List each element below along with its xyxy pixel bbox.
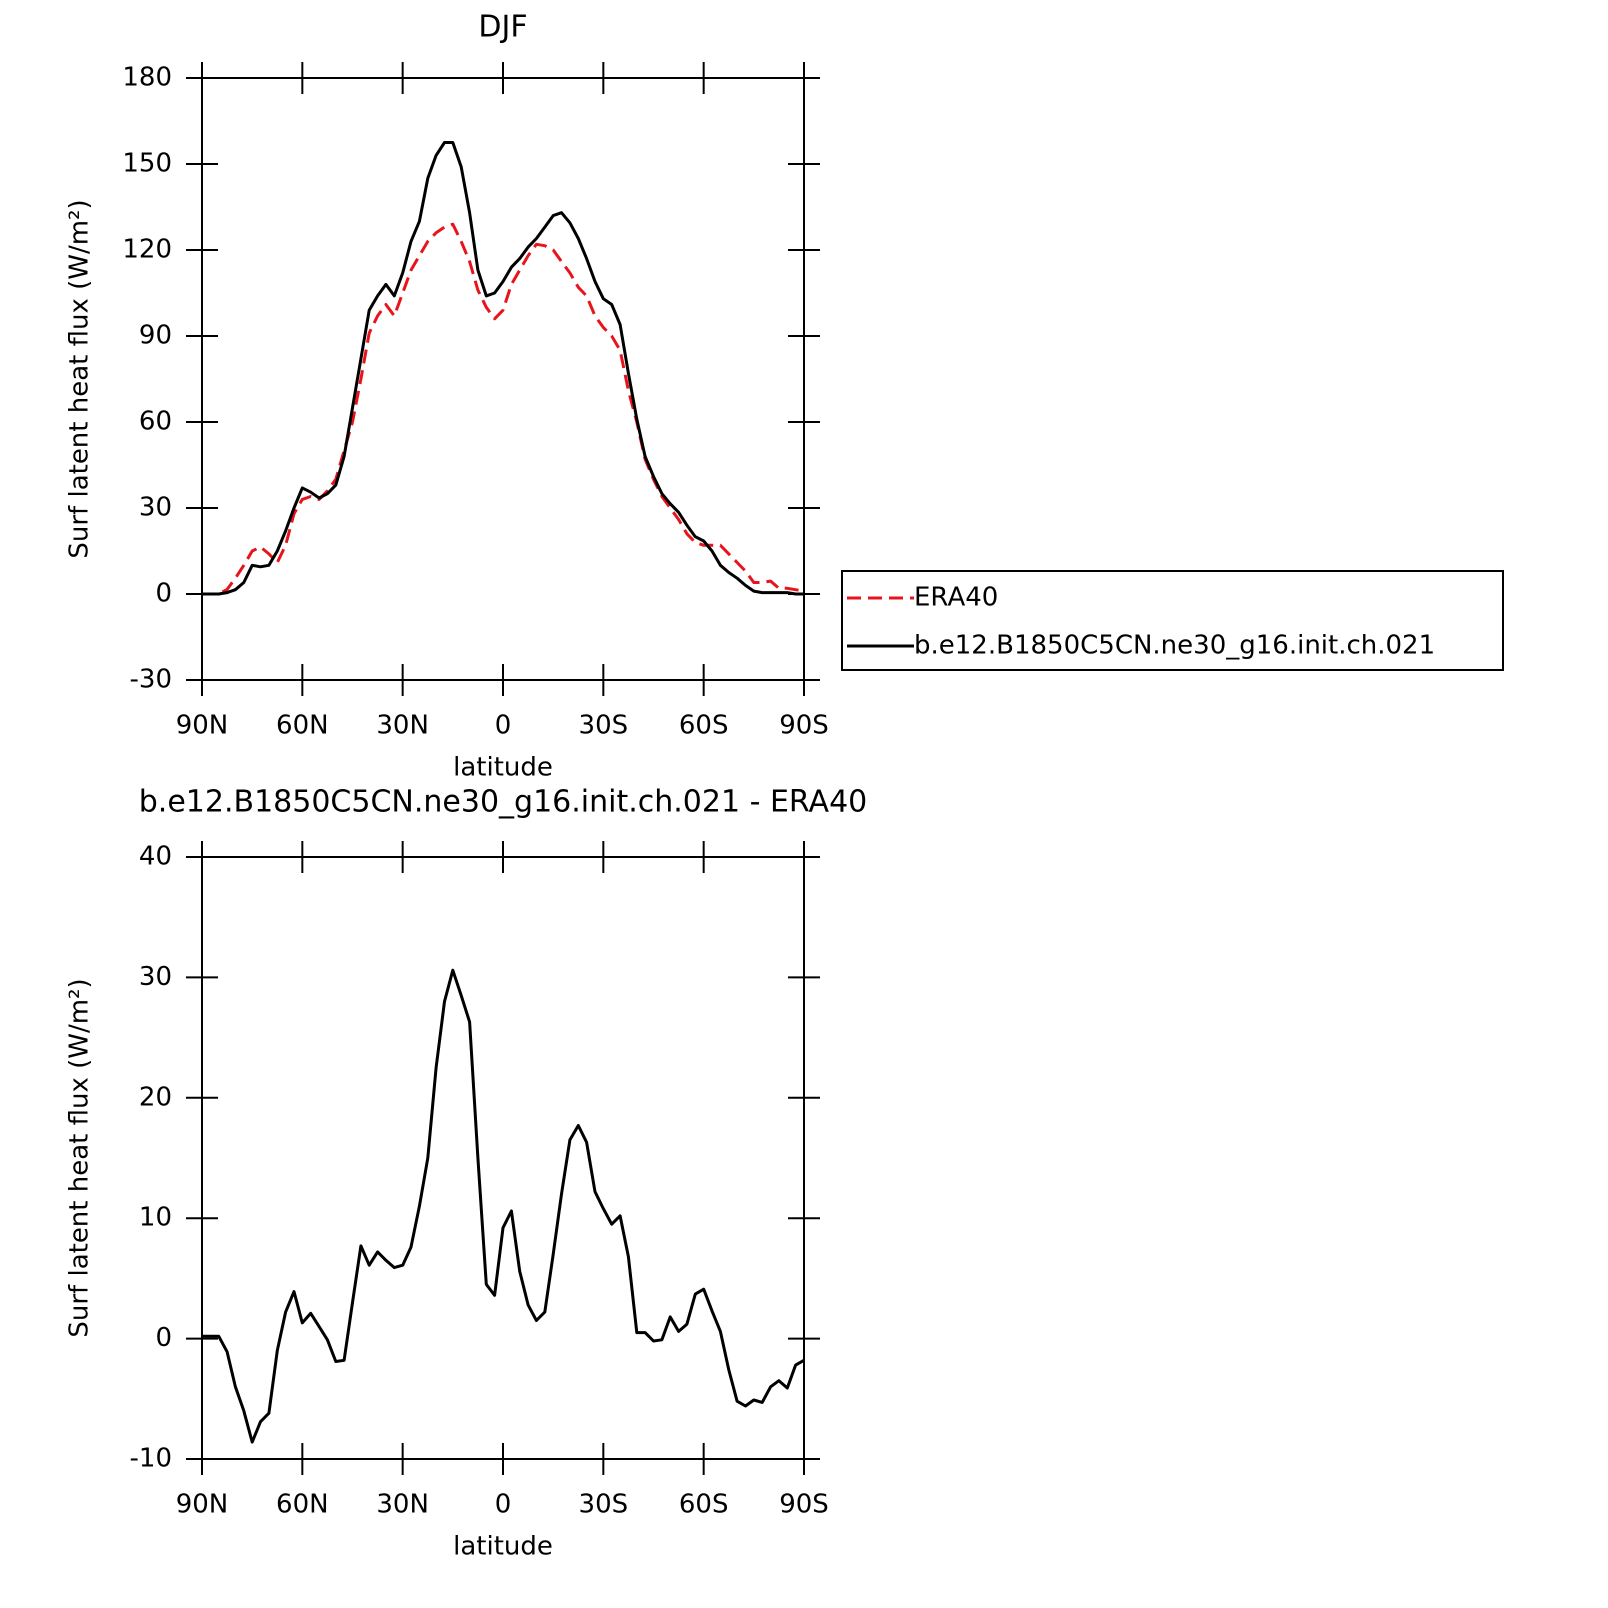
data-line [202,222,805,596]
y-tick-label: 180 [122,63,172,93]
y-tick-label: 150 [122,149,172,179]
y-axis-label: Surf latent heat flux (W/m²) [65,978,95,1337]
y-tick-label: 30 [139,962,172,992]
x-tick-label: 90N [176,1490,229,1520]
chart-title: DJF [478,10,527,45]
x-tick-label: 30S [579,1490,629,1520]
legend-box [841,570,1504,671]
y-tick-label: 90 [139,321,172,351]
y-tick-label: 120 [122,235,172,265]
x-tick-label: 90S [779,1490,829,1520]
chart-title: b.e12.B1850C5CN.ne30_g16.init.ch.021 - E… [139,785,868,820]
y-axis-label: Surf latent heat flux (W/m²) [65,199,95,558]
plot-frame [201,77,805,681]
y-tick-label: 0 [155,1323,172,1353]
x-axis-label: latitude [453,753,553,783]
x-tick-label: 30N [376,711,429,741]
x-tick-label: 90N [176,711,229,741]
x-axis-label: latitude [453,1532,553,1562]
x-tick-label: 0 [495,1490,512,1520]
legend-label: b.e12.B1850C5CN.ne30_g16.init.ch.021 [914,631,1435,661]
y-tick-label: -10 [130,1444,172,1474]
y-tick-label: 20 [139,1082,172,1112]
y-tick-label: -30 [130,665,172,695]
y-tick-label: 40 [139,842,172,872]
x-tick-label: 60N [276,1490,329,1520]
y-tick-label: 10 [139,1203,172,1233]
x-tick-label: 60S [679,1490,729,1520]
x-tick-label: 30S [579,711,629,741]
data-line [202,141,804,596]
x-tick-label: 60S [679,711,729,741]
x-tick-label: 90S [779,711,829,741]
y-tick-label: 0 [155,579,172,609]
y-tick-label: 30 [139,493,172,523]
plot-frame [201,856,805,1460]
data-line [202,968,805,1444]
x-tick-label: 30N [376,1490,429,1520]
y-tick-label: 60 [139,407,172,437]
x-tick-label: 0 [495,711,512,741]
x-tick-label: 60N [276,711,329,741]
legend-label: ERA40 [914,583,998,613]
